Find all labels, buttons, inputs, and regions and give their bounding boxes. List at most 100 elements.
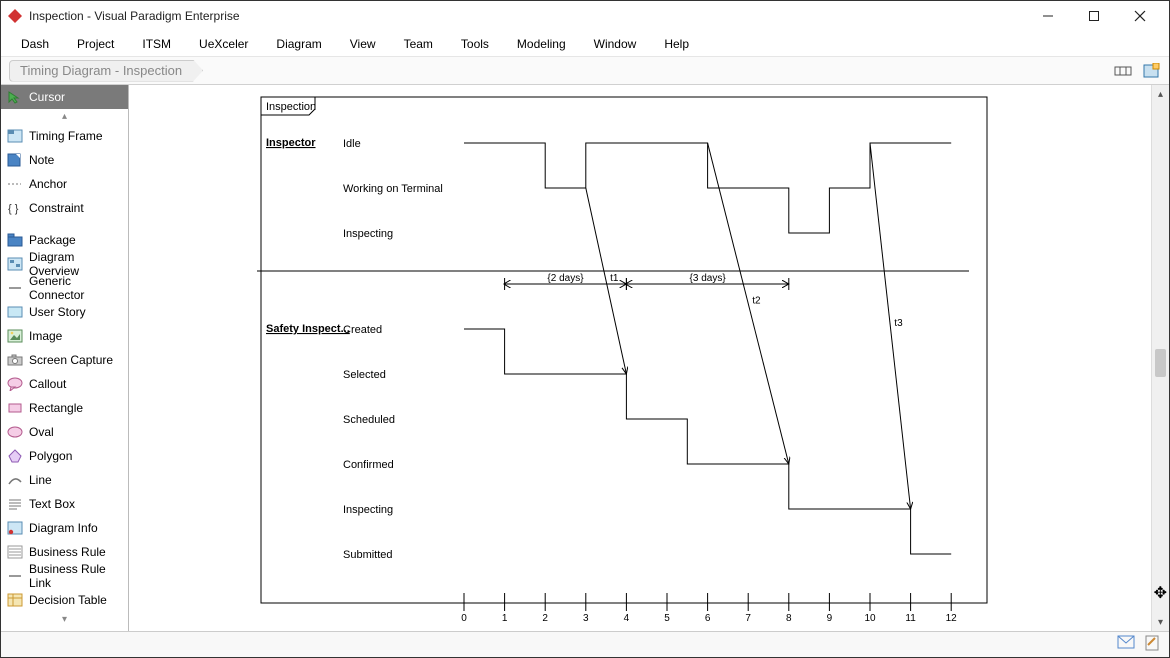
svg-text:8: 8 bbox=[786, 613, 792, 624]
vertical-scrollbar[interactable]: ▴ ▾ bbox=[1151, 85, 1169, 631]
scroll-down-icon[interactable]: ▾ bbox=[1152, 613, 1169, 631]
timing-diagram[interactable]: InspectionInspectorIdleWorking on Termin… bbox=[129, 85, 1153, 631]
info-icon bbox=[7, 521, 23, 535]
palette-user-story[interactable]: User Story bbox=[1, 300, 128, 324]
rectangle-icon bbox=[7, 401, 23, 415]
palette-package[interactable]: Package bbox=[1, 228, 128, 252]
palette-rectangle[interactable]: Rectangle bbox=[1, 396, 128, 420]
menu-modeling[interactable]: Modeling bbox=[503, 33, 580, 55]
menu-itsm[interactable]: ITSM bbox=[128, 33, 185, 55]
palette-generic-connector[interactable]: Generic Connector bbox=[1, 276, 128, 300]
palette-constraint[interactable]: { } Constraint bbox=[1, 196, 128, 220]
menu-view[interactable]: View bbox=[336, 33, 390, 55]
decision-icon bbox=[7, 593, 23, 607]
image-icon bbox=[7, 329, 23, 343]
scroll-up-icon[interactable]: ▴ bbox=[1152, 85, 1169, 103]
canvas[interactable]: InspectionInspectorIdleWorking on Termin… bbox=[129, 85, 1169, 631]
menu-dash[interactable]: Dash bbox=[7, 33, 63, 55]
palette-cursor[interactable]: Cursor bbox=[1, 85, 128, 109]
svg-text:Working on Terminal: Working on Terminal bbox=[343, 183, 443, 195]
menu-diagram[interactable]: Diagram bbox=[262, 33, 335, 55]
palette-item-label: Cursor bbox=[29, 90, 65, 104]
palette-polygon[interactable]: Polygon bbox=[1, 444, 128, 468]
palette-decision-table[interactable]: Decision Table bbox=[1, 588, 128, 612]
menu-project[interactable]: Project bbox=[63, 33, 128, 55]
svg-text:Inspecting: Inspecting bbox=[343, 228, 393, 240]
palette-item-label: Text Box bbox=[29, 497, 75, 511]
menu-uexceler[interactable]: UeXceler bbox=[185, 33, 262, 55]
palette-anchor[interactable]: Anchor bbox=[1, 172, 128, 196]
anchor-icon bbox=[7, 177, 23, 191]
palette-item-label: Oval bbox=[29, 425, 54, 439]
close-button[interactable] bbox=[1117, 1, 1163, 31]
svg-text:Selected: Selected bbox=[343, 369, 386, 381]
minimize-button[interactable] bbox=[1025, 1, 1071, 31]
svg-text:Confirmed: Confirmed bbox=[343, 459, 394, 471]
svg-text:t1: t1 bbox=[610, 273, 619, 284]
note-icon bbox=[7, 153, 23, 167]
palette-oval[interactable]: Oval bbox=[1, 420, 128, 444]
palette-business-rule[interactable]: Business Rule bbox=[1, 540, 128, 564]
maximize-button[interactable] bbox=[1071, 1, 1117, 31]
svg-text:0: 0 bbox=[461, 613, 467, 624]
svg-text:t3: t3 bbox=[894, 318, 903, 329]
palette-item-label: Polygon bbox=[29, 449, 72, 463]
scroll-thumb[interactable] bbox=[1155, 349, 1166, 377]
oval-icon bbox=[7, 425, 23, 439]
palette-item-label: Constraint bbox=[29, 201, 84, 215]
window-controls bbox=[1025, 1, 1163, 31]
palette-line[interactable]: Line bbox=[1, 468, 128, 492]
mail-icon[interactable] bbox=[1117, 635, 1135, 654]
svg-text:Submitted: Submitted bbox=[343, 549, 393, 561]
palette-screen-capture[interactable]: Screen Capture bbox=[1, 348, 128, 372]
palette-text-box[interactable]: Text Box bbox=[1, 492, 128, 516]
palette-callout[interactable]: Callout bbox=[1, 372, 128, 396]
move-cursor-icon: ✥ bbox=[1154, 583, 1167, 603]
svg-text:{2 days}: {2 days} bbox=[547, 273, 584, 284]
palette-collapse-up[interactable]: ▴ bbox=[1, 109, 128, 124]
svg-text:6: 6 bbox=[705, 613, 711, 624]
palette-business-rule-link[interactable]: Business Rule Link bbox=[1, 564, 128, 588]
palette-note[interactable]: Note bbox=[1, 148, 128, 172]
menu-help[interactable]: Help bbox=[650, 33, 703, 55]
frame-icon bbox=[7, 129, 23, 143]
palette-item-label: Decision Table bbox=[29, 593, 107, 607]
layout-icon[interactable] bbox=[1113, 61, 1133, 81]
svg-text:12: 12 bbox=[946, 613, 958, 624]
constraint-icon: { } bbox=[7, 201, 23, 215]
breadcrumb[interactable]: Timing Diagram - Inspection bbox=[9, 60, 203, 82]
window-title: Inspection - Visual Paradigm Enterprise bbox=[29, 9, 240, 23]
palette-item-label: Callout bbox=[29, 377, 66, 391]
palette-collapse-down[interactable]: ▾ bbox=[1, 612, 128, 627]
menu-tools[interactable]: Tools bbox=[447, 33, 503, 55]
palette-timing-frame[interactable]: Timing Frame bbox=[1, 124, 128, 148]
palette-image[interactable]: Image bbox=[1, 324, 128, 348]
svg-text:Inspector: Inspector bbox=[266, 137, 316, 149]
tool-palette: Cursor ▴Timing Frame Note Anchor { } Constrai… bbox=[1, 85, 129, 631]
palette-item-label: Generic Connector bbox=[29, 274, 122, 302]
palette-diagram-overview[interactable]: Diagram Overview bbox=[1, 252, 128, 276]
palette-diagram-info[interactable]: Diagram Info bbox=[1, 516, 128, 540]
palette-item-label: Business Rule bbox=[29, 545, 106, 559]
callout-icon bbox=[7, 377, 23, 391]
camera-icon bbox=[7, 353, 23, 367]
svg-text:{ }: { } bbox=[8, 203, 19, 215]
palette-item-label: Rectangle bbox=[29, 401, 83, 415]
menubar: DashProjectITSMUeXcelerDiagramViewTeamTo… bbox=[1, 31, 1169, 57]
menu-window[interactable]: Window bbox=[580, 33, 651, 55]
svg-text:5: 5 bbox=[664, 613, 670, 624]
cursor-icon bbox=[7, 90, 23, 104]
palette-item-label: Note bbox=[29, 153, 54, 167]
add-panel-icon[interactable] bbox=[1141, 61, 1161, 81]
palette-item-label: Diagram Info bbox=[29, 521, 98, 535]
titlebar: Inspection - Visual Paradigm Enterprise bbox=[1, 1, 1169, 31]
svg-text:2: 2 bbox=[542, 613, 548, 624]
palette-item-label: User Story bbox=[29, 305, 86, 319]
menu-team[interactable]: Team bbox=[390, 33, 447, 55]
svg-text:1: 1 bbox=[502, 613, 508, 624]
palette-item-label: Image bbox=[29, 329, 62, 343]
breadcrumb-label: Timing Diagram - Inspection bbox=[20, 63, 182, 78]
note-icon[interactable] bbox=[1145, 635, 1159, 654]
app-icon bbox=[7, 8, 23, 24]
palette-item-label: Line bbox=[29, 473, 52, 487]
